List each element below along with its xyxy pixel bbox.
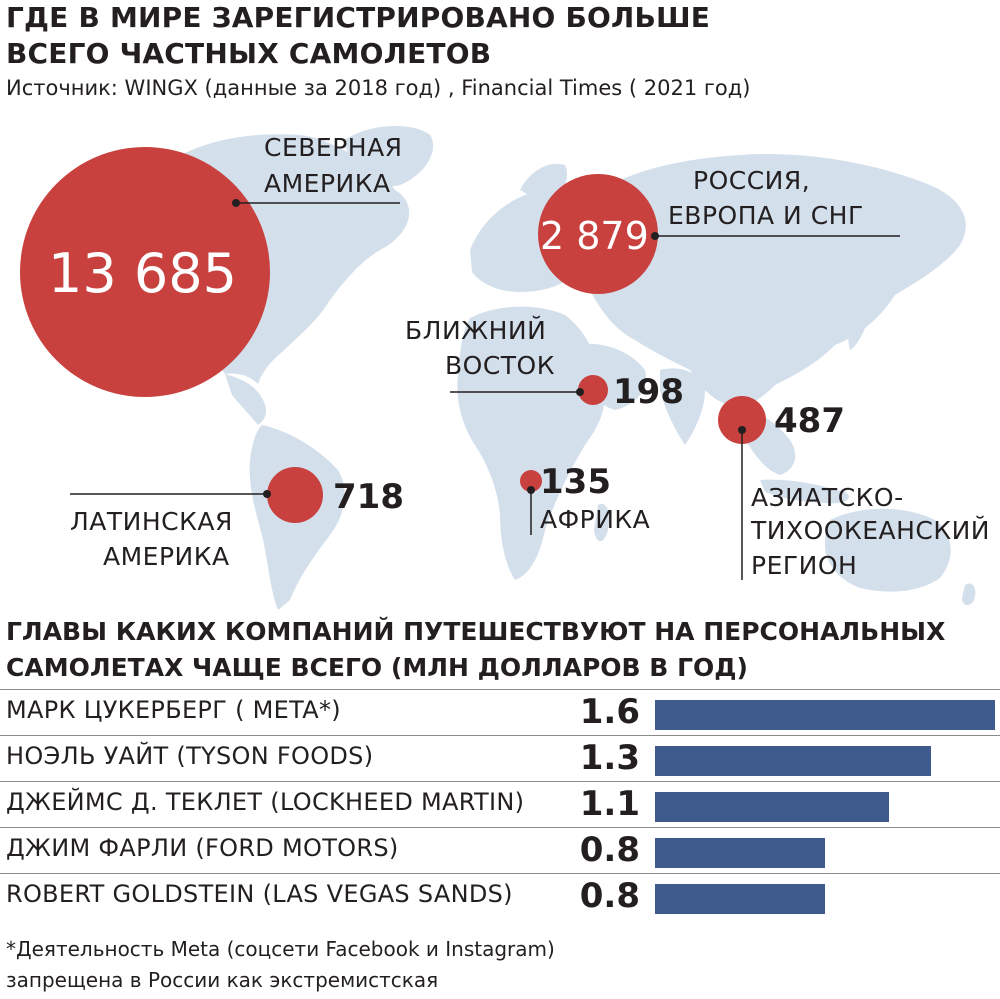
bar-value-label: 1.1 bbox=[579, 784, 640, 824]
bar-row: ДЖЕЙМС Д. ТЕКЛЕТ (LOCKHEED MARTIN) 1.1 bbox=[0, 781, 1000, 828]
page-title: ГДЕ В МИРЕ ЗАРЕГИСТРИРОВАНО БОЛЬШЕ ВСЕГО… bbox=[6, 1, 711, 70]
bubble-latin-america bbox=[267, 467, 323, 523]
bubble-north-america bbox=[20, 147, 270, 397]
bar-category-label: ROBERT GOLDSTEIN (LAS VEGAS SANDS) bbox=[6, 880, 513, 908]
label-latin-america: ЛАТИНСКАЯ АМЕРИКА bbox=[70, 507, 241, 571]
label-north-america: СЕВЕРНАЯ АМЕРИКА bbox=[264, 133, 411, 198]
bar-chart-title: ГЛАВЫ КАКИХ КОМПАНИЙ ПУТЕШЕСТВУЮТ НА ПЕР… bbox=[6, 617, 946, 682]
bar-value-label: 0.8 bbox=[579, 830, 640, 870]
bar bbox=[655, 700, 995, 730]
bar-category-label: МАРК ЦУКЕРБЕРГ ( META*) bbox=[6, 696, 341, 724]
footnote: *Деятельность Meta (соцсети Facebook и I… bbox=[6, 937, 555, 992]
japan-shape bbox=[848, 294, 871, 350]
bar bbox=[655, 838, 825, 868]
central-america-shape bbox=[225, 374, 267, 425]
bar-category-label: НОЭЛЬ УАЙТ (TYSON FOODS) bbox=[6, 742, 374, 770]
source-note: Источник: WINGX (данные за 2018 год) , F… bbox=[6, 76, 751, 100]
bubble-africa bbox=[520, 470, 542, 492]
value-asia-pacific: 487 bbox=[774, 401, 845, 441]
bar-row: ROBERT GOLDSTEIN (LAS VEGAS SANDS) 0.8 bbox=[0, 873, 1000, 920]
bubble-asia-pacific bbox=[718, 396, 766, 444]
bar-value-label: 0.8 bbox=[579, 876, 640, 916]
value-latin-america: 718 bbox=[333, 477, 404, 517]
value-africa: 135 bbox=[540, 462, 611, 502]
africa-shape bbox=[457, 306, 605, 580]
bar-row: МАРК ЦУКЕРБЕРГ ( META*) 1.6 bbox=[0, 689, 1000, 736]
bar-row: НОЭЛЬ УАЙТ (TYSON FOODS) 1.3 bbox=[0, 735, 1000, 782]
value-north-america: 13 685 bbox=[48, 242, 237, 305]
bar-value-label: 1.6 bbox=[579, 692, 640, 732]
label-russia-europe-cis: РОССИЯ, ЕВРОПА И СНГ bbox=[668, 166, 864, 230]
leader-lines bbox=[70, 202, 900, 580]
asia-shape bbox=[570, 154, 966, 407]
bar-category-label: ДЖЕЙМС Д. ТЕКЛЕТ (LOCKHEED MARTIN) bbox=[6, 788, 525, 816]
india-shape bbox=[660, 368, 705, 445]
bar-value-label: 1.3 bbox=[579, 738, 640, 778]
bubble-russia-europe-cis bbox=[538, 174, 658, 294]
leader-dots bbox=[232, 199, 746, 498]
bar bbox=[655, 746, 931, 776]
indonesia-shape bbox=[760, 479, 849, 504]
bubble-middle-east bbox=[578, 375, 608, 405]
bar bbox=[655, 884, 825, 914]
value-middle-east: 198 bbox=[613, 372, 684, 412]
madagascar-shape bbox=[594, 503, 610, 542]
greenland-shape bbox=[345, 125, 434, 187]
label-middle-east: БЛИЖНИЙ ВОСТОК bbox=[405, 316, 555, 380]
new-zealand-shape bbox=[962, 583, 976, 606]
australia-shape bbox=[825, 508, 951, 592]
bar bbox=[655, 792, 889, 822]
bubbles bbox=[20, 147, 766, 523]
label-asia-pacific: АЗИАТСКО- ТИХООКЕАНСКИЙ РЕГИОН bbox=[750, 483, 998, 580]
world-map: СЕВЕРНАЯ АМЕРИКА 13 685 РОССИЯ, ЕВРОПА И… bbox=[20, 125, 998, 610]
value-russia-europe-cis: 2 879 bbox=[540, 214, 649, 258]
bar-row: ДЖИМ ФАРЛИ (FORD MOTORS) 0.8 bbox=[0, 827, 1000, 874]
label-africa: АФРИКА bbox=[540, 505, 650, 534]
bar-category-label: ДЖИМ ФАРЛИ (FORD MOTORS) bbox=[6, 834, 399, 862]
